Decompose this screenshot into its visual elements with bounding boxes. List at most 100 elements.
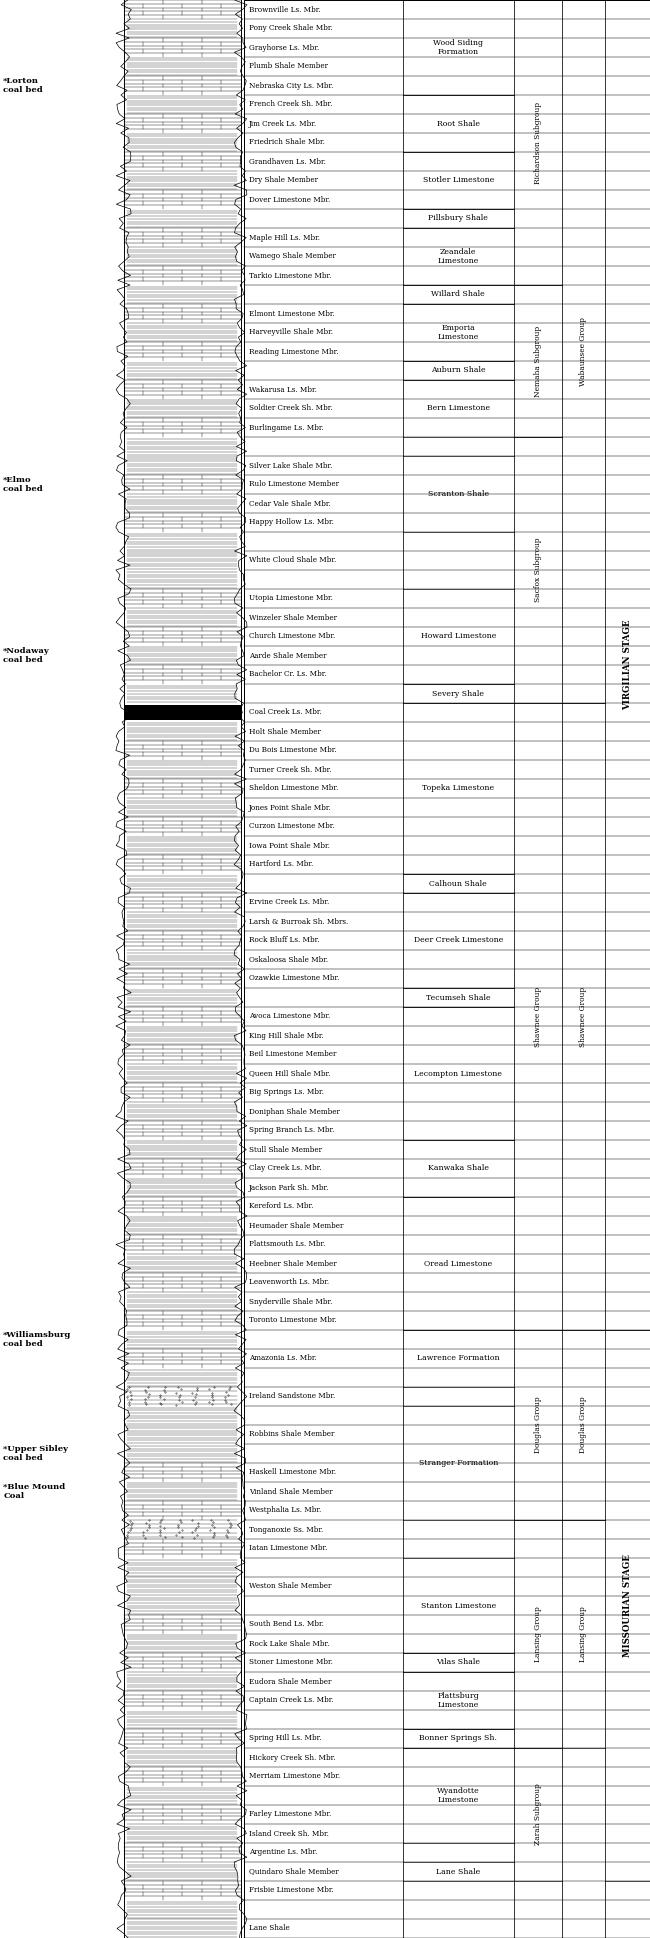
Text: Dover Limestone Mbr.: Dover Limestone Mbr. bbox=[249, 196, 330, 203]
Text: Turner Creek Sh. Mbr.: Turner Creek Sh. Mbr. bbox=[249, 766, 332, 773]
Text: *Williamsburg
coal bed: *Williamsburg coal bed bbox=[3, 1331, 72, 1349]
Text: Doniphan Shale Member: Doniphan Shale Member bbox=[249, 1107, 340, 1116]
Text: Jackson Park Sh. Mbr.: Jackson Park Sh. Mbr. bbox=[249, 1184, 330, 1192]
Text: Grandhaven Ls. Mbr.: Grandhaven Ls. Mbr. bbox=[249, 157, 326, 165]
Text: Zarah Subgroup: Zarah Subgroup bbox=[534, 1783, 542, 1845]
Text: Shawnee Group: Shawnee Group bbox=[579, 986, 588, 1047]
Text: Vinland Shale Member: Vinland Shale Member bbox=[249, 1488, 333, 1496]
Text: Vilas Shale: Vilas Shale bbox=[436, 1659, 480, 1667]
Text: Ervine Creek Ls. Mbr.: Ervine Creek Ls. Mbr. bbox=[249, 899, 329, 907]
Text: Howard Limestone: Howard Limestone bbox=[421, 632, 496, 640]
Text: Deer Creek Limestone: Deer Creek Limestone bbox=[413, 936, 503, 944]
Text: Lane Shale: Lane Shale bbox=[249, 1924, 290, 1932]
Text: South Bend Ls. Mbr.: South Bend Ls. Mbr. bbox=[249, 1620, 324, 1628]
Bar bbox=[124, 705, 240, 721]
Text: Kereford Ls. Mbr.: Kereford Ls. Mbr. bbox=[249, 1202, 313, 1211]
Text: Tonganoxie Ss. Mbr.: Tonganoxie Ss. Mbr. bbox=[249, 1525, 323, 1533]
Text: Soldier Creek Sh. Mbr.: Soldier Creek Sh. Mbr. bbox=[249, 405, 333, 413]
Text: Pillsbury Shale: Pillsbury Shale bbox=[428, 215, 488, 223]
Text: Aarde Shale Member: Aarde Shale Member bbox=[249, 651, 326, 659]
Text: Merriam Limestone Mbr.: Merriam Limestone Mbr. bbox=[249, 1773, 340, 1781]
Text: Elmont Limestone Mbr.: Elmont Limestone Mbr. bbox=[249, 310, 335, 318]
Text: Shawnee Group: Shawnee Group bbox=[534, 986, 542, 1047]
Text: Argentine Ls. Mbr.: Argentine Ls. Mbr. bbox=[249, 1849, 317, 1857]
Text: Lawrence Formation: Lawrence Formation bbox=[417, 1355, 500, 1362]
Text: Lane Shale: Lane Shale bbox=[436, 1868, 480, 1876]
Text: Scranton Shale: Scranton Shale bbox=[428, 490, 489, 498]
Text: Queen Hill Shale Mbr.: Queen Hill Shale Mbr. bbox=[249, 1070, 330, 1078]
Text: Calhoun Shale: Calhoun Shale bbox=[430, 880, 487, 888]
Text: Weston Shale Member: Weston Shale Member bbox=[249, 1583, 332, 1591]
Text: Robbins Shale Member: Robbins Shale Member bbox=[249, 1430, 334, 1438]
Text: Frisbie Limestone Mbr.: Frisbie Limestone Mbr. bbox=[249, 1886, 333, 1895]
Text: Plattsburg
Limestone: Plattsburg Limestone bbox=[437, 1692, 479, 1709]
Text: Toronto Limestone Mbr.: Toronto Limestone Mbr. bbox=[249, 1316, 337, 1324]
Text: Brownville Ls. Mbr.: Brownville Ls. Mbr. bbox=[249, 6, 320, 14]
Text: Spring Branch Ls. Mbr.: Spring Branch Ls. Mbr. bbox=[249, 1126, 334, 1134]
Text: Wamego Shale Member: Wamego Shale Member bbox=[249, 252, 336, 260]
Text: Rock Bluff Ls. Mbr.: Rock Bluff Ls. Mbr. bbox=[249, 936, 319, 944]
Text: *Elmo
coal bed: *Elmo coal bed bbox=[3, 477, 43, 492]
Text: Tecumseh Shale: Tecumseh Shale bbox=[426, 994, 491, 1002]
Text: Iatan Limestone Mbr.: Iatan Limestone Mbr. bbox=[249, 1545, 328, 1552]
Text: Jim Creek Ls. Mbr.: Jim Creek Ls. Mbr. bbox=[249, 120, 317, 128]
Text: Lansing Group: Lansing Group bbox=[579, 1607, 588, 1663]
Text: Pony Creek Shale Mbr.: Pony Creek Shale Mbr. bbox=[249, 25, 333, 33]
Text: Auburn Shale: Auburn Shale bbox=[431, 366, 486, 374]
Text: Emporia
Limestone: Emporia Limestone bbox=[437, 324, 479, 341]
Text: Plattsmouth Ls. Mbr.: Plattsmouth Ls. Mbr. bbox=[249, 1240, 326, 1248]
Text: Root Shale: Root Shale bbox=[437, 120, 480, 128]
Text: Avoca Limestone Mbr.: Avoca Limestone Mbr. bbox=[249, 1012, 330, 1021]
Text: Willard Shale: Willard Shale bbox=[432, 291, 485, 298]
Text: Westphalia Ls. Mbr.: Westphalia Ls. Mbr. bbox=[249, 1506, 321, 1514]
Text: Heebner Shale Member: Heebner Shale Member bbox=[249, 1260, 337, 1267]
Text: Burlingame Ls. Mbr.: Burlingame Ls. Mbr. bbox=[249, 424, 324, 432]
Text: Maple Hill Ls. Mbr.: Maple Hill Ls. Mbr. bbox=[249, 233, 320, 242]
Text: Stranger Formation: Stranger Formation bbox=[419, 1459, 498, 1467]
Text: *Blue Mound
Coal: *Blue Mound Coal bbox=[3, 1483, 66, 1500]
Text: Rock Lake Shale Mbr.: Rock Lake Shale Mbr. bbox=[249, 1640, 330, 1647]
Text: *Nodaway
coal bed: *Nodaway coal bed bbox=[3, 647, 50, 665]
Text: *Upper Sibley
coal bed: *Upper Sibley coal bed bbox=[3, 1446, 68, 1461]
Text: Bonner Springs Sh.: Bonner Springs Sh. bbox=[419, 1735, 497, 1742]
Text: Amazonia Ls. Mbr.: Amazonia Ls. Mbr. bbox=[249, 1355, 317, 1362]
Text: Wakarusa Ls. Mbr.: Wakarusa Ls. Mbr. bbox=[249, 386, 317, 393]
Text: Church Limestone Mbr.: Church Limestone Mbr. bbox=[249, 632, 335, 640]
Text: Oskaloosa Shale Mbr.: Oskaloosa Shale Mbr. bbox=[249, 955, 328, 963]
Text: Kanwaka Shale: Kanwaka Shale bbox=[428, 1165, 489, 1172]
Text: Snyderville Shale Mbr.: Snyderville Shale Mbr. bbox=[249, 1298, 332, 1306]
Text: Nemaha Subgroup: Nemaha Subgroup bbox=[534, 326, 542, 397]
Text: Hartford Ls. Mbr.: Hartford Ls. Mbr. bbox=[249, 860, 313, 868]
Text: Tarkio Limestone Mbr.: Tarkio Limestone Mbr. bbox=[249, 271, 332, 279]
Text: Lansing Group: Lansing Group bbox=[534, 1607, 542, 1663]
Bar bbox=[244, 0, 650, 1938]
Text: Friedrich Shale Mbr.: Friedrich Shale Mbr. bbox=[249, 138, 325, 147]
Text: Stull Shale Member: Stull Shale Member bbox=[249, 1145, 322, 1153]
Text: French Creek Sh. Mbr.: French Creek Sh. Mbr. bbox=[249, 101, 332, 109]
Text: MISSOURIAN STAGE: MISSOURIAN STAGE bbox=[623, 1554, 632, 1657]
Text: Quindaro Shale Member: Quindaro Shale Member bbox=[249, 1868, 339, 1876]
Text: Douglas Group: Douglas Group bbox=[579, 1397, 588, 1454]
Text: Ireland Sandstone Mbr.: Ireland Sandstone Mbr. bbox=[249, 1393, 335, 1401]
Text: Ozawkie Limestone Mbr.: Ozawkie Limestone Mbr. bbox=[249, 975, 339, 983]
Text: Bachelor Cr. Ls. Mbr.: Bachelor Cr. Ls. Mbr. bbox=[249, 671, 326, 678]
Text: Iowa Point Shale Mbr.: Iowa Point Shale Mbr. bbox=[249, 841, 330, 849]
Text: Wyandotte
Limestone: Wyandotte Limestone bbox=[437, 1787, 480, 1804]
Text: Clay Creek Ls. Mbr.: Clay Creek Ls. Mbr. bbox=[249, 1165, 322, 1172]
Text: *Lorton
coal bed: *Lorton coal bed bbox=[3, 78, 43, 95]
Text: Heumader Shale Member: Heumader Shale Member bbox=[249, 1221, 343, 1229]
Text: Utopia Limestone Mbr.: Utopia Limestone Mbr. bbox=[249, 595, 333, 603]
Text: Farley Limestone Mbr.: Farley Limestone Mbr. bbox=[249, 1810, 332, 1818]
Text: Leavenworth Ls. Mbr.: Leavenworth Ls. Mbr. bbox=[249, 1279, 329, 1287]
Text: Happy Hollow Ls. Mbr.: Happy Hollow Ls. Mbr. bbox=[249, 519, 334, 527]
Text: Du Bois Limestone Mbr.: Du Bois Limestone Mbr. bbox=[249, 746, 337, 754]
Text: Sacfox Subgroup: Sacfox Subgroup bbox=[534, 537, 542, 603]
Text: Zeandale
Limestone: Zeandale Limestone bbox=[437, 248, 479, 266]
Text: Bern Limestone: Bern Limestone bbox=[426, 405, 490, 413]
Text: Cedar Vale Shale Mbr.: Cedar Vale Shale Mbr. bbox=[249, 500, 331, 508]
Text: Reading Limestone Mbr.: Reading Limestone Mbr. bbox=[249, 347, 339, 355]
Text: Topeka Limestone: Topeka Limestone bbox=[422, 785, 494, 793]
Text: Richardson Subgroup: Richardson Subgroup bbox=[534, 101, 542, 184]
Text: Wabaunsee Group: Wabaunsee Group bbox=[579, 318, 588, 386]
Text: Jones Point Shale Mbr.: Jones Point Shale Mbr. bbox=[249, 804, 332, 812]
